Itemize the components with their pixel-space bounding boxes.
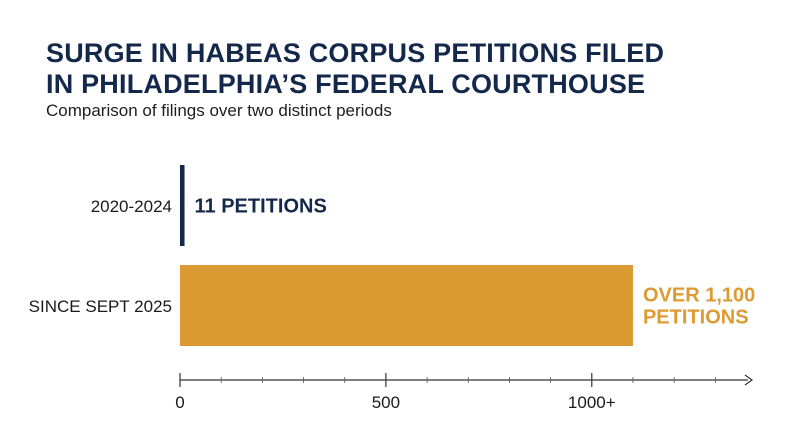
x-tick-label-2: 500 [372,393,400,412]
bar-2 [180,265,633,346]
chart-subtitle: Comparison of filings over two distinct … [46,101,392,120]
x-axis-arrow [744,374,754,386]
category-label-1: 2020-2024 [91,197,172,216]
chart-title: SURGE IN HABEAS CORPUS PETITIONS FILED I… [46,38,664,100]
bar-1 [180,165,185,246]
category-label-2: SINCE SEPT 2025 [29,297,172,316]
x-tick-label-1: 0 [175,393,184,412]
chart-title-line-2: IN PHILADELPHIA’S FEDERAL COURTHOUSE [46,69,646,99]
data-label-2-line-1: OVER 1,100 [643,285,755,307]
data-label-2-line-2: PETITIONS [643,307,749,329]
data-label-1: 11 PETITIONS [195,196,327,218]
x-tick-label-3: 1000+ [568,393,616,412]
chart-title-line-1: SURGE IN HABEAS CORPUS PETITIONS FILED [46,38,665,68]
